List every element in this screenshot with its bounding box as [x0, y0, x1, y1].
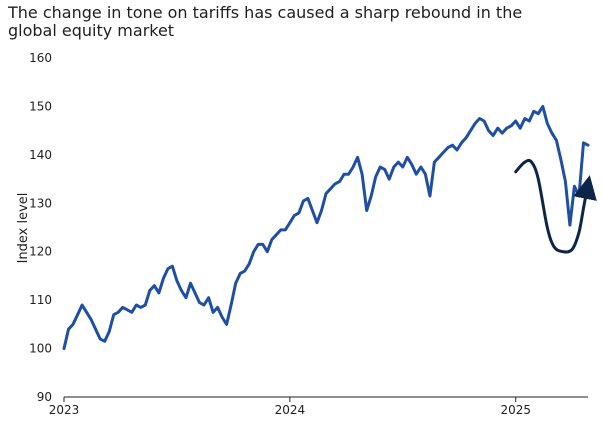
- series-line-global-equity-index: [62, 104, 590, 351]
- y-tick-label-150: 150: [29, 99, 52, 113]
- y-tick-label-100: 100: [29, 342, 52, 356]
- chart-title-line-1: The change in tone on tariffs has caused…: [8, 3, 523, 22]
- y-tick-label-160: 160: [29, 51, 52, 65]
- chart-title: The change in tone on tariffs has caused…: [8, 4, 594, 40]
- x-axis-tick-labels: 2023 2024 2025: [49, 403, 531, 417]
- y-axis-title: Index level: [16, 193, 31, 264]
- y-tick-label-130: 130: [29, 196, 52, 210]
- x-tick-label-2025: 2025: [500, 403, 531, 417]
- y-axis-tick-labels: 160 150 140 130 120 110 100 90: [29, 51, 52, 404]
- x-axis: [63, 396, 588, 402]
- y-tick-label-120: 120: [29, 245, 52, 259]
- y-tick-label-110: 110: [29, 293, 52, 307]
- x-tick-label-2023: 2023: [49, 403, 80, 417]
- chart-title-line-2: global equity market: [8, 21, 175, 40]
- y-tick-label-90: 90: [37, 390, 52, 404]
- annotation-curve-arrow: [514, 158, 597, 254]
- y-tick-label-140: 140: [29, 148, 52, 162]
- x-tick-label-2024: 2024: [275, 403, 306, 417]
